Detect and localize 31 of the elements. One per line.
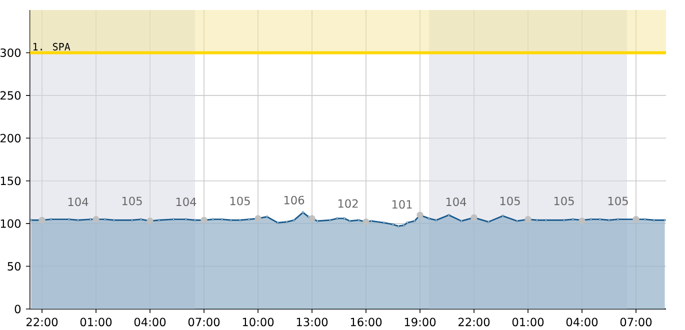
annotation: 104 [446,198,466,206]
y-tick-label: 0 [14,304,21,314]
annotation: 104 [68,198,88,206]
annotation: 105 [122,196,142,206]
x-tick-label: 10:00 [242,318,274,326]
annotation: 105 [500,196,520,206]
x-tick-label: 01:00 [512,318,544,326]
ref-line-label: 1. SPA [33,42,70,50]
annotation: 104 [176,198,196,206]
y-tick-label: 200 [0,134,21,142]
x-tick-label: 22:00 [458,318,490,326]
annotation: 105 [554,196,574,206]
annotation: 101 [392,200,412,209]
y-tick-label: 50 [8,262,21,271]
y-tick-label: 100 [0,219,21,228]
annotation: 105 [608,196,628,206]
annotation: 106 [284,196,304,204]
annotation: 105 [230,196,250,206]
x-tick-label: 01:00 [80,318,112,326]
y-tick-label: 150 [0,176,21,186]
annotation: 102 [338,199,358,208]
x-tick-label: 07:00 [188,318,220,326]
x-tick-label: 16:00 [350,318,382,326]
x-tick-label: 22:00 [26,318,58,326]
x-tick-label: 04:00 [566,318,598,326]
x-tick-label: 19:00 [404,318,436,326]
x-tick-label: 13:00 [296,318,328,326]
x-tick-label: 07:00 [620,318,652,326]
y-tick-label: 300 [0,48,21,58]
x-tick-label: 04:00 [134,318,166,326]
y-tick-label: 250 [0,91,21,100]
